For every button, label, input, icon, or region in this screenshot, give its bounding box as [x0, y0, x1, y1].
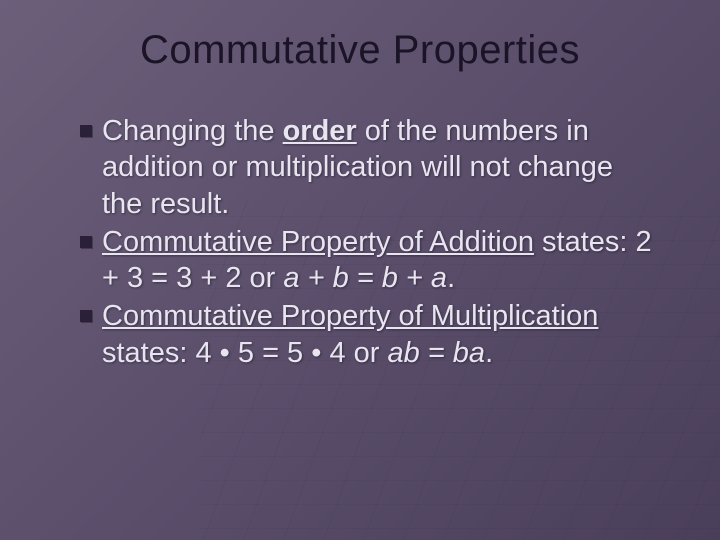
slide-title: Commutative Properties: [60, 28, 660, 73]
bullet-item: Commutative Property of Multiplication s…: [80, 298, 660, 371]
text-italic: a + b = b + a: [283, 262, 447, 294]
text-segment: states: 4 • 5 = 5 • 4 or: [102, 337, 387, 369]
text-segment: .: [447, 262, 455, 294]
bullet-item: Changing the order of the numbers in add…: [80, 113, 660, 222]
bullet-text: Commutative Property of Multiplication s…: [102, 298, 660, 371]
slide-container: Commutative Properties Changing the orde…: [0, 0, 720, 540]
text-emphasis: order: [283, 115, 357, 147]
text-underline: Commutative Property of Addition: [102, 226, 534, 258]
bullet-marker-icon: [80, 125, 92, 137]
text-italic: ab = ba: [387, 337, 485, 369]
bullet-item: Commutative Property of Addition states:…: [80, 224, 660, 297]
text-segment: Changing the: [102, 115, 283, 147]
text-underline: Commutative Property of Multiplication: [102, 300, 598, 332]
bullet-text: Changing the order of the numbers in add…: [102, 113, 660, 222]
bullet-marker-icon: [80, 310, 92, 322]
text-segment: .: [485, 337, 493, 369]
bullet-text: Commutative Property of Addition states:…: [102, 224, 660, 297]
bullet-list: Changing the order of the numbers in add…: [60, 113, 660, 371]
bullet-marker-icon: [80, 236, 92, 248]
